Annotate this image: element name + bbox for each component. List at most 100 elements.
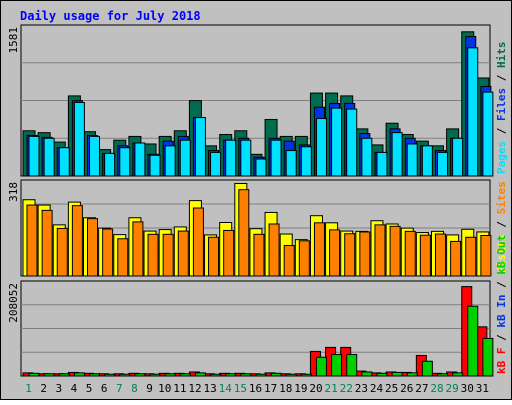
bar-sites-23 (359, 231, 371, 277)
day-label-18: 18 (279, 382, 292, 395)
bar-pages-3 (58, 147, 70, 177)
bar-kbout-12 (194, 372, 206, 377)
bar-sites-5 (87, 218, 99, 277)
day-label-24: 24 (370, 382, 384, 395)
legend-separator: / (495, 214, 508, 234)
day-label-21: 21 (325, 382, 338, 395)
bar-kbout-27 (421, 360, 433, 377)
bar-kbout-17 (270, 372, 282, 377)
legend-item: Sites (495, 181, 508, 214)
bar-sites-6 (102, 228, 114, 277)
bar-kbout-24 (376, 372, 388, 377)
day-label-3: 3 (56, 382, 63, 395)
bar-sites-8 (132, 221, 144, 277)
bar-sites-14 (223, 229, 235, 277)
day-label-7: 7 (116, 382, 123, 395)
bar-pages-16 (255, 158, 267, 177)
bar-sites-22 (344, 233, 356, 277)
day-label-20: 20 (309, 382, 322, 395)
day-label-27: 27 (415, 382, 428, 395)
legend-item: Hits (495, 42, 508, 69)
chart-title: Daily usage for July 2018 (20, 9, 201, 23)
bar-kbout-21 (331, 354, 343, 377)
bar-pages-28 (436, 151, 448, 177)
bar-pages-30 (467, 47, 479, 177)
bar-pages-31 (482, 91, 494, 177)
bar-kbout-16 (255, 373, 267, 377)
bar-sites-28 (434, 233, 446, 277)
bar-sites-31 (480, 235, 492, 277)
bar-pages-18 (285, 150, 297, 177)
bar-sites-15 (238, 189, 250, 277)
bar-pages-19 (300, 146, 312, 177)
bar-kbout-10 (164, 373, 176, 377)
visits-panel: 318 Visits / Sites (7, 179, 508, 277)
bar-sites-24 (374, 224, 386, 277)
bar-pages-23 (361, 137, 373, 177)
bar-pages-27 (421, 145, 433, 177)
day-label-23: 23 (355, 382, 368, 395)
y-max-label: 1581 (7, 27, 20, 54)
day-label-15: 15 (234, 382, 247, 395)
legend: kB F / kB In / kB Out (495, 235, 508, 374)
day-label-19: 19 (294, 382, 307, 395)
day-label-11: 11 (173, 382, 186, 395)
bar-sites-19 (298, 240, 310, 277)
bar-kbout-14 (225, 373, 237, 377)
day-label-25: 25 (385, 382, 398, 395)
bar-sites-16 (253, 233, 265, 277)
legend-item: kB F (495, 348, 508, 375)
day-label-1: 1 (25, 382, 32, 395)
y-max-label: 318 (7, 182, 20, 202)
bar-pages-5 (89, 135, 101, 177)
bar-kbout-26 (406, 372, 418, 377)
legend-item: Pages (495, 141, 508, 174)
bar-pages-25 (391, 132, 403, 177)
day-label-12: 12 (188, 382, 201, 395)
bar-sites-3 (56, 227, 68, 277)
day-label-5: 5 (86, 382, 93, 395)
bar-sites-1 (26, 204, 38, 277)
bar-sites-17 (268, 223, 280, 277)
bar-pages-26 (406, 143, 418, 177)
day-label-4: 4 (71, 382, 78, 395)
bar-pages-1 (28, 135, 40, 177)
day-label-28: 28 (430, 382, 443, 395)
bar-pages-9 (149, 154, 161, 177)
bar-sites-10 (162, 233, 174, 277)
bar-pages-7 (119, 147, 131, 177)
bar-pages-20 (315, 118, 327, 177)
bar-kbout-30 (467, 305, 479, 377)
bar-pages-11 (179, 139, 191, 177)
day-label-8: 8 (131, 382, 138, 395)
day-labels: 1 2 3 4 5 6 7 8 9 10 11 12 13 14 15 16 17 18 19 20 21 22 23 24 2… (25, 382, 489, 395)
bar-kbout-22 (346, 354, 358, 377)
bar-kbout-4 (73, 372, 85, 377)
legend-item: Visits (495, 234, 508, 274)
bar-sites-27 (419, 234, 431, 277)
bar-sites-30 (465, 236, 477, 277)
bar-kbout-29 (452, 372, 464, 377)
day-label-31: 31 (476, 382, 489, 395)
bar-kbout-20 (315, 356, 327, 377)
bar-kbout-2 (43, 373, 55, 377)
bar-pages-13 (210, 151, 222, 177)
bar-kbout-31 (482, 337, 494, 377)
bar-kbout-7 (119, 373, 131, 377)
bar-kbout-11 (179, 373, 191, 377)
day-label-6: 6 (101, 382, 108, 395)
bar-kbout-25 (391, 371, 403, 377)
legend-separator: / (495, 328, 508, 348)
bar-sites-13 (208, 236, 220, 277)
bar-sites-21 (329, 229, 341, 277)
legend-separator: / (495, 275, 508, 295)
bar-pages-15 (240, 139, 252, 177)
day-label-17: 17 (264, 382, 277, 395)
bar-kbout-23 (361, 371, 373, 377)
day-label-2: 2 (40, 382, 47, 395)
bar-sites-7 (117, 238, 129, 277)
legend-item: Files (495, 88, 508, 121)
bar-sites-9 (147, 233, 159, 277)
bar-kbout-1 (28, 372, 40, 377)
